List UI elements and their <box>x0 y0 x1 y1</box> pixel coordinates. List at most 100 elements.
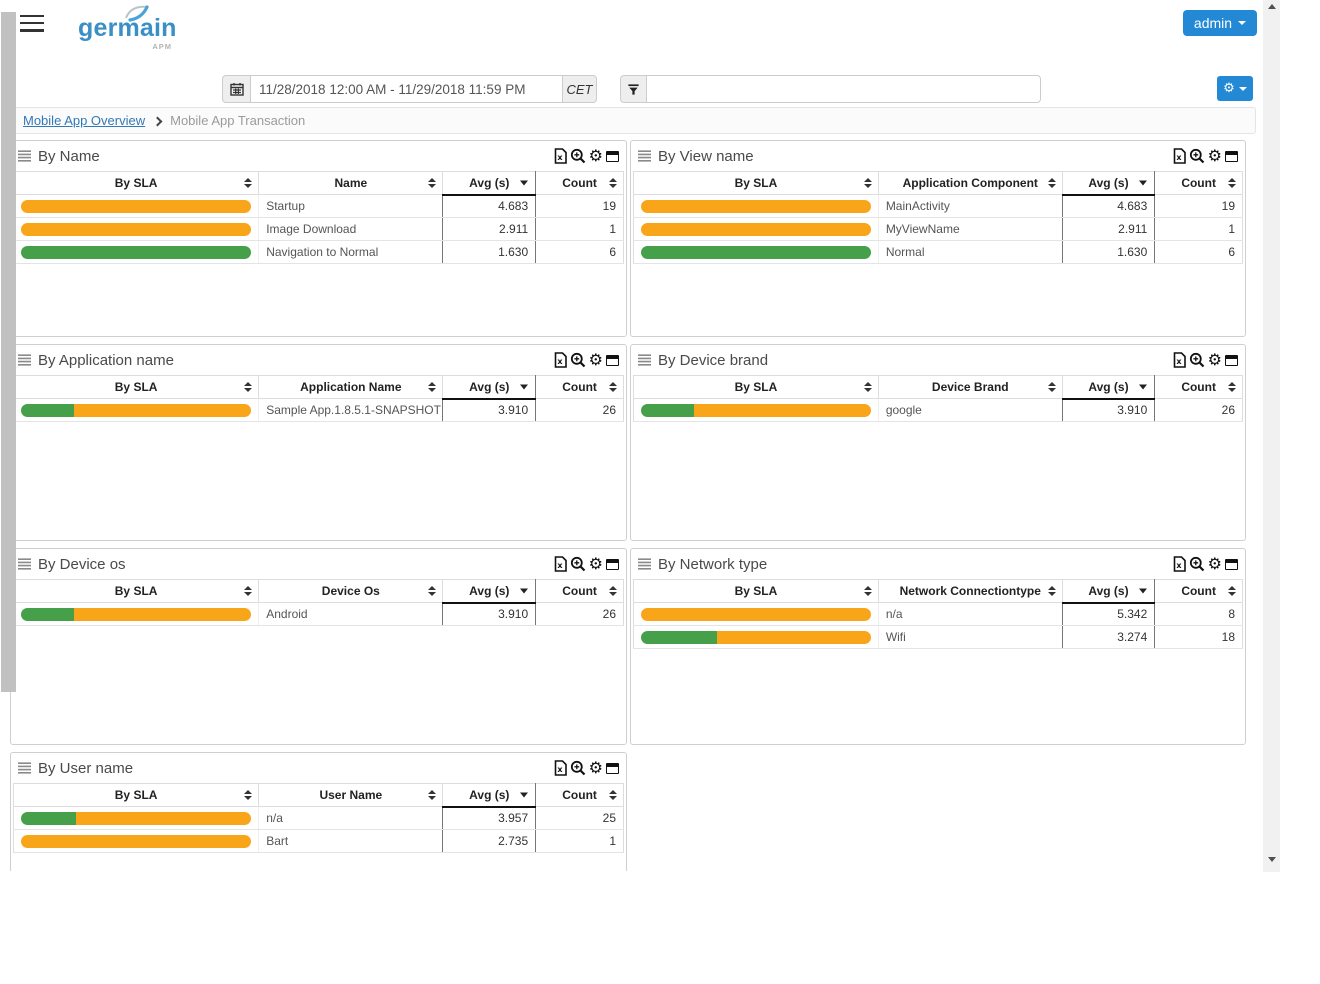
gear-icon[interactable]: ⚙ <box>1207 146 1222 165</box>
sort-icon <box>863 382 872 392</box>
timezone-addon[interactable]: CET <box>562 75 597 103</box>
window-icon[interactable] <box>606 760 619 776</box>
sort-desc-icon <box>1139 180 1148 186</box>
gear-icon[interactable]: ⚙ <box>588 554 603 573</box>
column-header-name[interactable]: Name <box>258 171 444 195</box>
table-row[interactable]: Startup 4.683 19 <box>12 194 624 218</box>
sort-icon <box>244 790 253 800</box>
window-icon[interactable] <box>1225 148 1238 164</box>
sort-icon <box>1228 178 1236 188</box>
column-header-count[interactable]: Count <box>535 579 624 603</box>
table-row[interactable]: Android 3.910 26 <box>12 602 624 626</box>
window-icon[interactable] <box>1225 352 1238 368</box>
zoom-icon[interactable] <box>1189 148 1205 164</box>
column-header-avg-sorted[interactable]: Avg (s) <box>442 579 537 604</box>
filter-input[interactable] <box>647 75 1041 103</box>
column-header-sla[interactable]: By SLA <box>633 579 879 603</box>
table-row[interactable]: Navigation to Normal 1.630 6 <box>12 240 624 264</box>
excel-export-icon[interactable]: x <box>554 148 567 164</box>
row-avg: 2.911 <box>1061 217 1156 241</box>
hamburger-menu-icon[interactable] <box>20 10 46 34</box>
column-header-avg-sorted[interactable]: Avg (s) <box>442 375 537 400</box>
window-icon[interactable] <box>606 352 619 368</box>
logo: germain APM <box>78 4 188 56</box>
table-row[interactable]: n/a 5.342 8 <box>633 602 1243 626</box>
table-row[interactable]: Bart 2.735 1 <box>12 829 624 853</box>
column-header-name[interactable]: Application Component <box>877 171 1063 195</box>
column-header-sla[interactable]: By SLA <box>633 171 879 195</box>
window-icon[interactable] <box>1225 556 1238 572</box>
column-header-count[interactable]: Count <box>1154 579 1243 603</box>
column-header-sla[interactable]: By SLA <box>633 375 879 399</box>
date-range-input[interactable] <box>251 75 562 103</box>
window-icon[interactable] <box>606 556 619 572</box>
window-icon[interactable] <box>606 148 619 164</box>
excel-export-icon[interactable]: x <box>1173 352 1186 368</box>
table-row[interactable]: google 3.910 26 <box>633 398 1243 422</box>
scrollbar-track[interactable] <box>1263 0 1280 872</box>
breadcrumb-link-parent[interactable]: Mobile App Overview <box>23 113 146 128</box>
zoom-icon[interactable] <box>570 148 586 164</box>
column-header-sla[interactable]: By SLA <box>12 783 260 807</box>
zoom-icon[interactable] <box>570 760 586 776</box>
column-header-avg-sorted[interactable]: Avg (s) <box>442 171 537 196</box>
column-header-avg-sorted[interactable]: Avg (s) <box>1061 171 1156 196</box>
excel-export-icon[interactable]: x <box>1173 148 1186 164</box>
breadcrumb: Mobile App Overview Mobile App Transacti… <box>10 107 1256 134</box>
row-name: Image Download <box>258 217 443 241</box>
column-header-name[interactable]: Application Name <box>258 375 444 399</box>
column-header-avg-sorted[interactable]: Avg (s) <box>442 783 537 808</box>
zoom-icon[interactable] <box>570 556 586 572</box>
excel-export-icon[interactable]: x <box>554 352 567 368</box>
column-header-avg-sorted[interactable]: Avg (s) <box>1061 375 1156 400</box>
caret-down-icon <box>1238 86 1247 91</box>
table-row[interactable]: n/a 3.957 25 <box>12 806 624 830</box>
column-header-count[interactable]: Count <box>1154 171 1243 195</box>
zoom-icon[interactable] <box>1189 556 1205 572</box>
funnel-filter-icon <box>620 75 647 103</box>
sort-icon <box>1047 178 1056 188</box>
column-header-name[interactable]: User Name <box>258 783 444 807</box>
column-header-name[interactable]: Device Brand <box>877 375 1063 399</box>
sla-bar <box>641 403 871 417</box>
gear-icon[interactable]: ⚙ <box>1207 350 1222 369</box>
sla-cell <box>12 829 259 853</box>
gear-icon[interactable]: ⚙ <box>588 350 603 369</box>
admin-dropdown-button[interactable]: admin <box>1183 10 1257 36</box>
scrollbar-up-icon[interactable] <box>1267 4 1276 9</box>
table-row[interactable]: Wifi 3.274 18 <box>633 625 1243 649</box>
column-header-count[interactable]: Count <box>535 375 624 399</box>
table-row[interactable]: Normal 1.630 6 <box>633 240 1243 264</box>
table-row[interactable]: Sample App.1.8.5.1-SNAPSHOT 3.910 26 <box>12 398 624 422</box>
column-header-sla[interactable]: By SLA <box>12 579 260 603</box>
sort-icon <box>1047 586 1056 596</box>
calendar-icon[interactable] <box>222 75 251 103</box>
column-header-name[interactable]: Network Connectiontype <box>877 579 1063 603</box>
column-header-name[interactable]: Device Os <box>258 579 444 603</box>
zoom-icon[interactable] <box>1189 352 1205 368</box>
excel-export-icon[interactable]: x <box>1173 556 1186 572</box>
column-header-sla[interactable]: By SLA <box>12 171 260 195</box>
column-header-count[interactable]: Count <box>535 171 624 195</box>
scrollbar-thumb[interactable] <box>1 12 16 692</box>
excel-export-icon[interactable]: x <box>554 556 567 572</box>
settings-dropdown-button[interactable]: ⚙ <box>1217 76 1253 101</box>
sla-cell <box>12 194 259 218</box>
table-header-row: By SLA Device Os Avg (s) Count <box>12 579 624 604</box>
column-header-count[interactable]: Count <box>535 783 624 807</box>
sla-bar <box>21 811 252 825</box>
sla-bar-orange-segment <box>73 607 252 621</box>
gear-icon[interactable]: ⚙ <box>588 146 603 165</box>
svg-text:x: x <box>1176 357 1182 366</box>
table-row[interactable]: MainActivity 4.683 19 <box>633 194 1243 218</box>
gear-icon[interactable]: ⚙ <box>1207 554 1222 573</box>
table-row[interactable]: Image Download 2.911 1 <box>12 217 624 241</box>
table-row[interactable]: MyViewName 2.911 1 <box>633 217 1243 241</box>
column-header-avg-sorted[interactable]: Avg (s) <box>1061 579 1156 604</box>
gear-icon[interactable]: ⚙ <box>588 758 603 777</box>
zoom-icon[interactable] <box>570 352 586 368</box>
excel-export-icon[interactable]: x <box>554 760 567 776</box>
column-header-sla[interactable]: By SLA <box>12 375 260 399</box>
scrollbar-down-icon[interactable] <box>1267 857 1276 862</box>
column-header-count[interactable]: Count <box>1154 375 1243 399</box>
